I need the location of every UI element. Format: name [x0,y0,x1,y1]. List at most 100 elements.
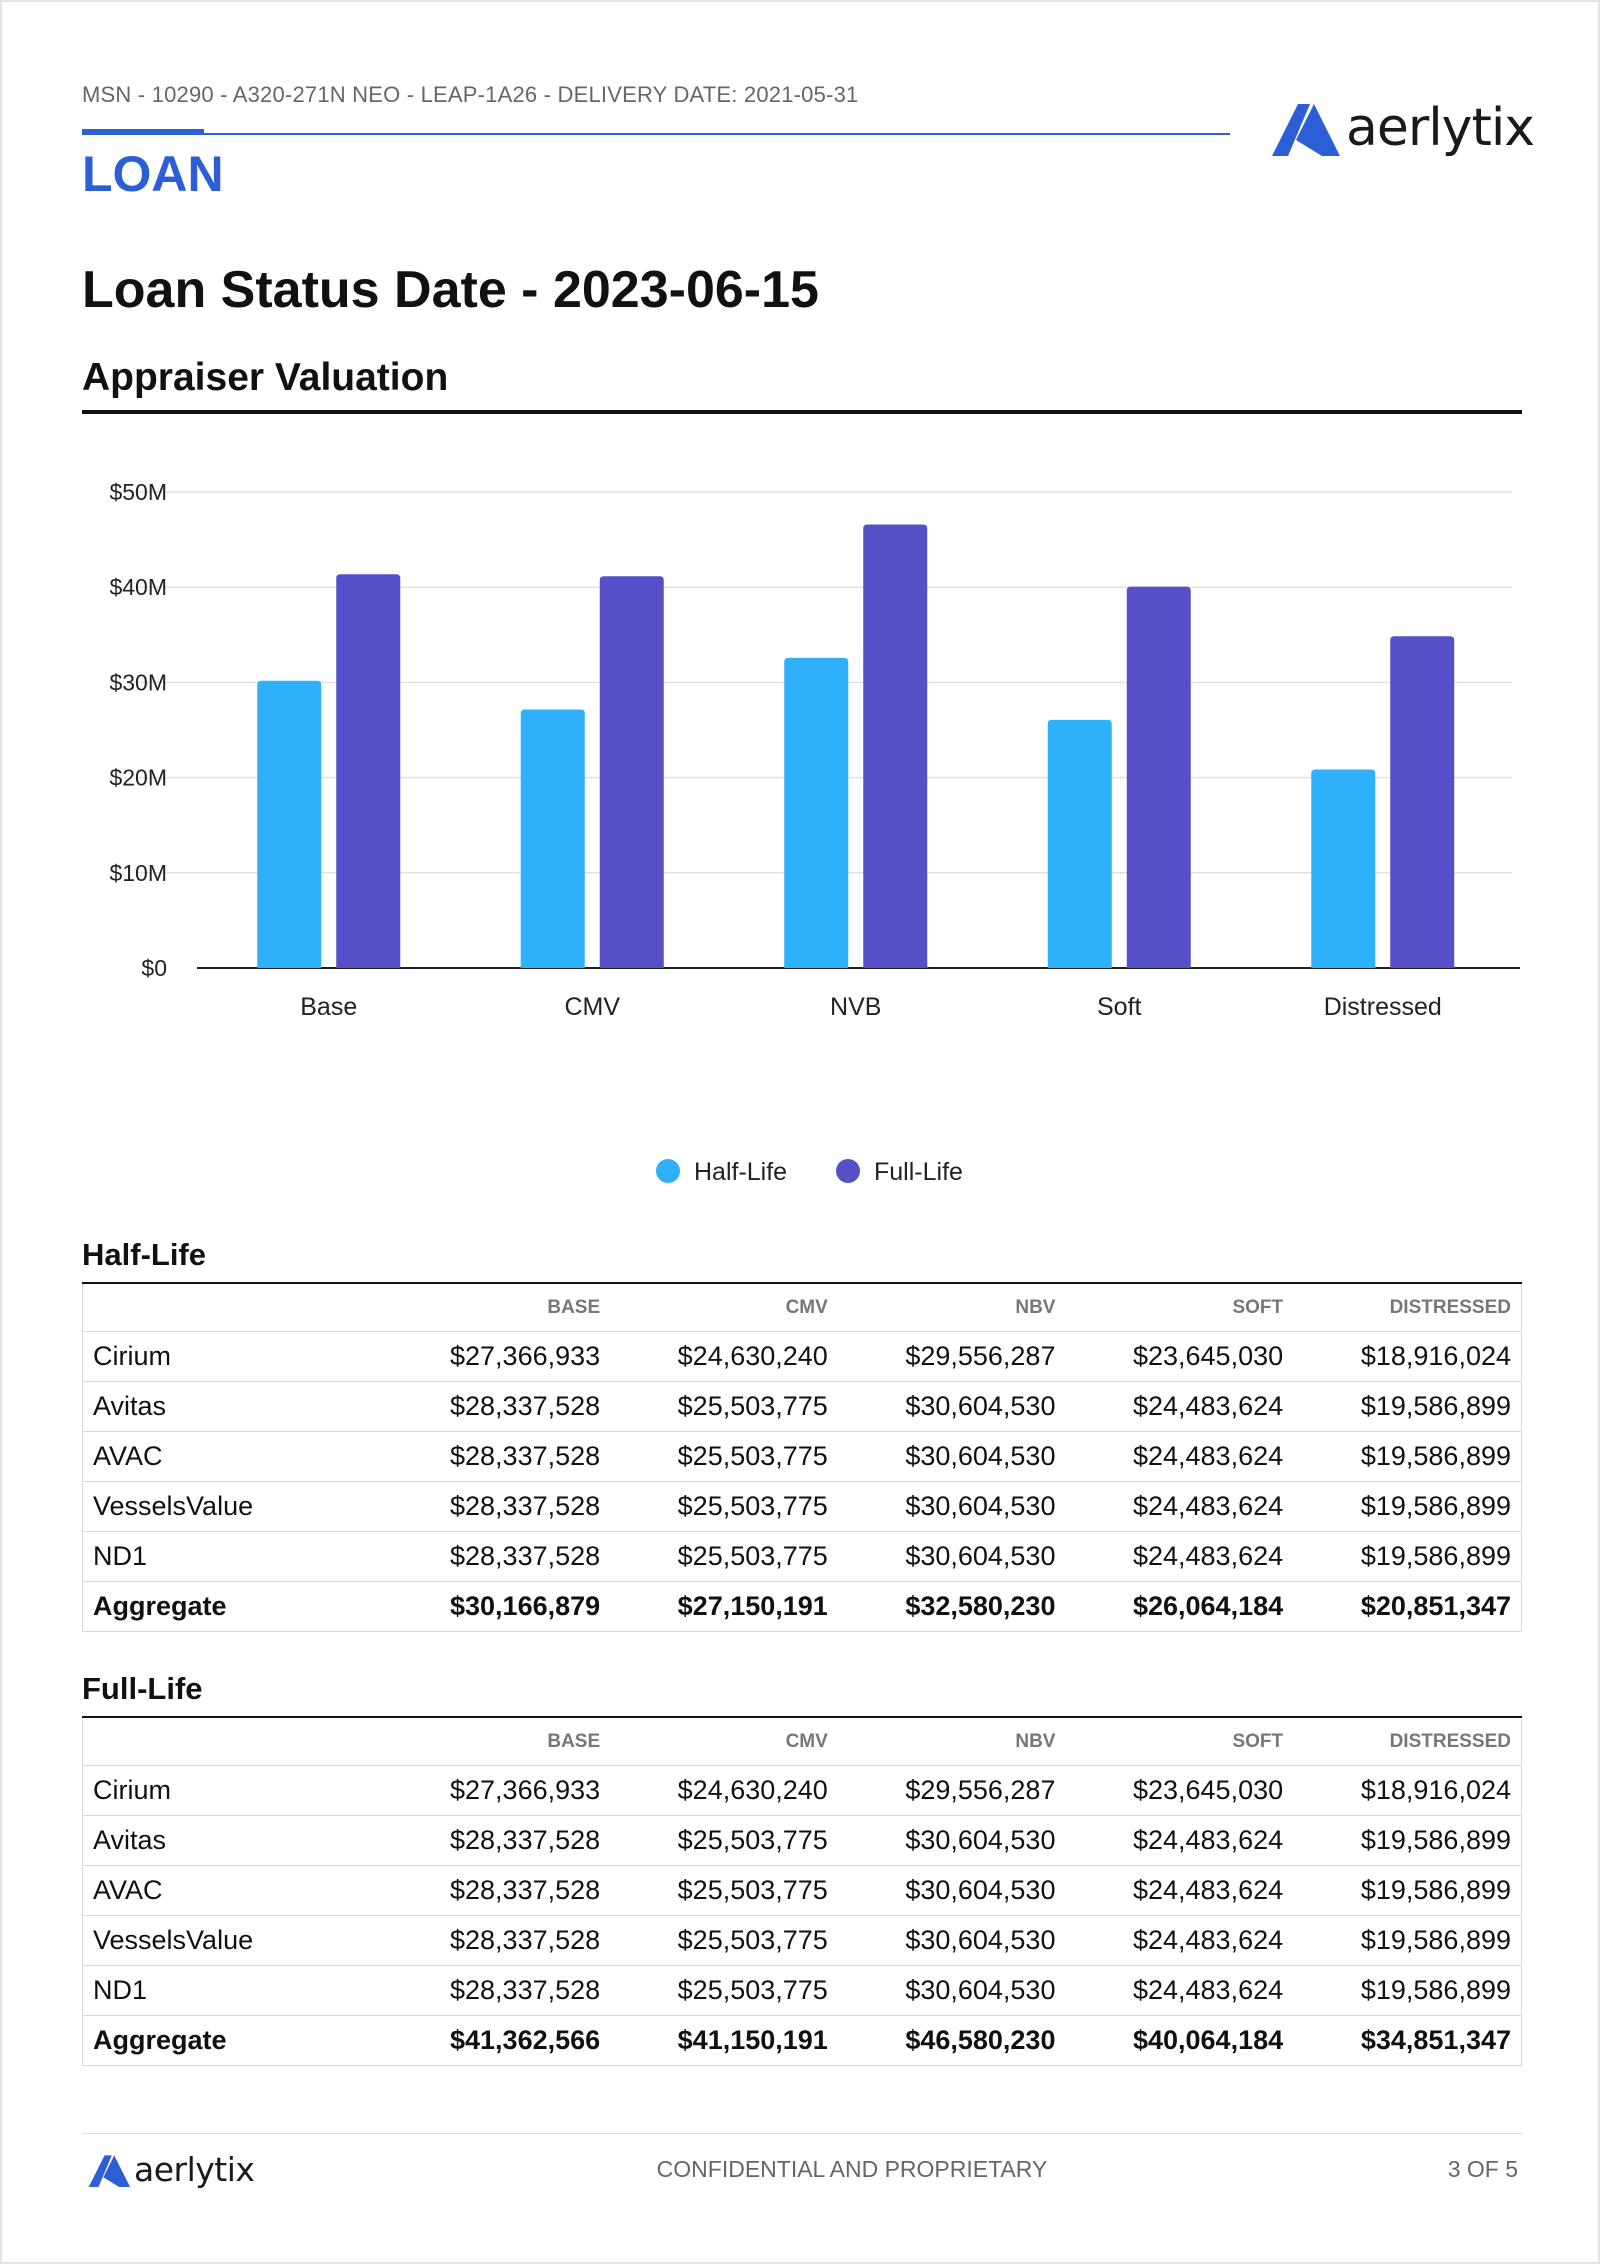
row-label: ND1 [82,1965,383,2016]
column-header: DISTRESSED [1293,1717,1522,1766]
logo-text: aerlytix [1346,98,1535,158]
page-title: Loan Status Date - 2023-06-15 [82,261,819,319]
table-cell: $24,483,624 [1065,1965,1294,2016]
table-cell: $23,645,030 [1065,1765,1294,1816]
table-cell: $30,604,530 [837,1965,1066,2016]
table-cell: $30,604,530 [837,1815,1066,1866]
table-cell: $28,337,528 [382,1431,611,1482]
table-cell: $27,366,933 [382,1765,611,1816]
table-header-row: BASE CMV NBV SOFT DISTRESSED [82,1717,1522,1766]
table-cell: $24,483,624 [1065,1531,1294,1582]
page-number: 3 OF 5 [1447,2156,1518,2182]
column-header: CMV [610,1283,838,1332]
aerlytix-logo-icon [1272,104,1340,156]
table-cell: $30,604,530 [837,1381,1066,1432]
half-life-table: BASE CMV NBV SOFT DISTRESSED Cirium $27,366,93… [82,1282,1522,1632]
bar-full-life [336,574,401,968]
column-header: BASE [382,1717,611,1766]
row-label: Cirium [82,1765,383,1816]
table-row: Avitas $28,337,528 $25,503,775 $30,604,530 $… [82,1815,1522,1866]
footer-rule [82,2133,1522,2134]
aerlytix-logo-icon [88,2154,131,2187]
table-row: Cirium $27,366,933 $24,630,240 $29,556,287 $… [82,1331,1522,1382]
footer-logo: aerlytix [88,2150,255,2189]
table-cell: $24,630,240 [610,1331,838,1382]
table-cell: $30,604,530 [837,1531,1066,1582]
row-label: Avitas [82,1815,383,1866]
table-cell: $24,483,624 [1065,1865,1294,1916]
column-header [82,1717,383,1766]
table-cell: $41,150,191 [610,2015,838,2066]
table-cell: $18,916,024 [1293,1331,1522,1382]
table-cell: $32,580,230 [837,1581,1066,1632]
logo-text: aerlytix [134,2150,255,2189]
table-header-row: BASE CMV NBV SOFT DISTRESSED [82,1283,1522,1332]
y-tick-label: $40M [109,574,167,600]
column-header: NBV [837,1283,1066,1332]
table-cell: $41,362,566 [382,2015,611,2066]
table-cell: $25,503,775 [610,1815,838,1866]
table-cell: $28,337,528 [382,1865,611,1916]
row-label: ND1 [82,1531,383,1582]
bar-half-life [257,680,322,968]
table-cell: $19,586,899 [1293,1531,1522,1582]
column-header: BASE [382,1283,611,1332]
table-cell: $19,586,899 [1293,1381,1522,1432]
y-tick-label: $30M [109,669,167,695]
legend-swatch-half-life [656,1159,680,1183]
table-cell: $25,503,775 [610,1381,838,1432]
table-cell: $28,337,528 [382,1381,611,1432]
bar-full-life [599,576,664,968]
row-label: AVAC [82,1431,383,1482]
column-header [82,1283,383,1332]
table-row: ND1 $28,337,528 $25,503,775 $30,604,530 $24,… [82,1965,1522,2016]
row-label: VesselsValue [82,1915,383,1966]
y-tick-label: $50M [109,479,167,505]
table-row: Aggregate $41,362,566 $41,150,191 $46,580,2… [82,2015,1522,2066]
table-cell: $25,503,775 [610,1965,838,2016]
table-cell: $19,586,899 [1293,1481,1522,1532]
table-cell: $30,604,530 [837,1481,1066,1532]
row-label: AVAC [82,1865,383,1916]
table-cell: $24,483,624 [1065,1431,1294,1482]
table-row: Avitas $28,337,528 $25,503,775 $30,604,530 $… [82,1381,1522,1432]
y-tick-label: $20M [109,765,167,791]
x-tick-label: Soft [1097,993,1142,1021]
header-rule-accent [82,129,204,135]
full-life-table: BASE CMV NBV SOFT DISTRESSED Cirium $27,366,93… [82,1716,1522,2066]
table-cell: $25,503,775 [610,1865,838,1916]
x-tick-label: Base [300,993,357,1021]
bar-half-life [1311,769,1376,968]
table-cell: $30,604,530 [837,1865,1066,1916]
table-cell: $29,556,287 [837,1765,1066,1816]
y-tick-label: $0 [141,955,167,981]
table-cell: $46,580,230 [837,2015,1066,2066]
table-cell: $24,483,624 [1065,1381,1294,1432]
table-cell: $30,166,879 [382,1581,611,1632]
row-label: Aggregate [82,2015,383,2066]
table-cell: $28,337,528 [382,1915,611,1966]
table-cell: $19,586,899 [1293,1865,1522,1916]
table-cell: $30,604,530 [837,1431,1066,1482]
row-label: Aggregate [82,1581,383,1632]
column-header: SOFT [1065,1283,1294,1332]
bar-half-life [520,709,585,968]
table-cell: $25,503,775 [610,1481,838,1532]
table-cell: $19,586,899 [1293,1965,1522,2016]
x-tick-label: Distressed [1324,993,1442,1021]
column-header: NBV [837,1717,1066,1766]
bar-full-life [863,524,928,968]
table-cell: $19,586,899 [1293,1431,1522,1482]
legend-swatch-full-life [836,1159,860,1183]
half-life-table-title: Half-Life [82,1237,206,1272]
bar-half-life [784,657,849,968]
table-cell: $28,337,528 [382,1531,611,1582]
table-cell: $27,150,191 [610,1581,838,1632]
table-cell: $40,064,184 [1065,2015,1294,2066]
section-label: LOAN [82,146,224,202]
table-row: AVAC $28,337,528 $25,503,775 $30,604,530 $24… [82,1431,1522,1482]
row-label: Cirium [82,1331,383,1382]
table-row: VesselsValue $28,337,528 $25,503,775 $30,60… [82,1915,1522,1966]
section-title: Appraiser Valuation [82,356,449,399]
